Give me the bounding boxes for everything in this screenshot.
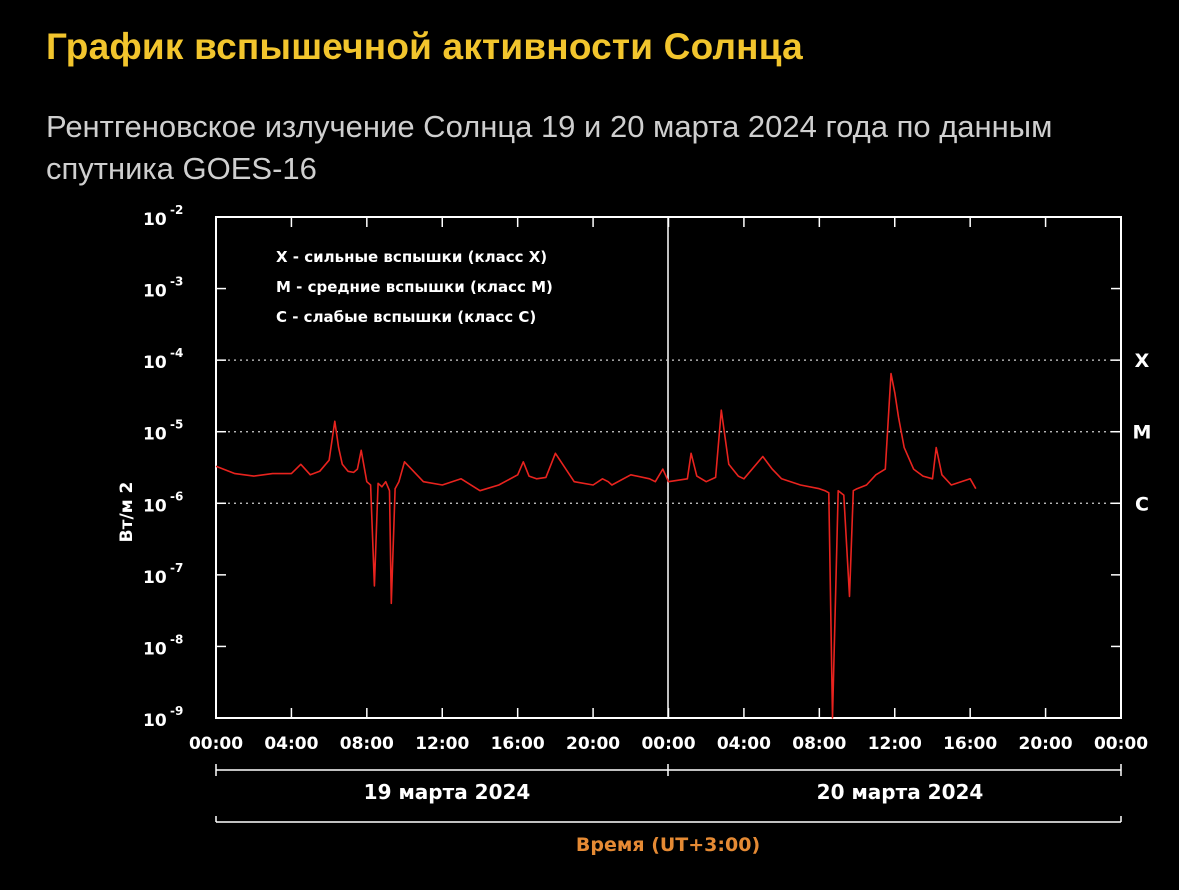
x-tick-label: 00:00 <box>189 734 243 754</box>
flux-series-line <box>215 372 977 719</box>
y-tick-exponent: -8 <box>170 632 183 646</box>
class-gridlines <box>216 359 1121 504</box>
x-axis: 00:00 04:00 08:00 12:00 16:00 20:00 00:00 04:00… <box>189 217 1148 754</box>
legend: X - сильные вспышки (класс X) M - средни… <box>276 248 553 326</box>
page-subtitle: Рентгеновское излучение Солнца 19 и 20 м… <box>46 109 1053 186</box>
y-tick-exponent: -6 <box>170 489 183 503</box>
y-tick-exponent: -5 <box>170 418 183 432</box>
x-tick-label: 12:00 <box>415 734 469 754</box>
y-axis: 10-210-310-410-510-610-710-810-9 <box>143 203 1121 731</box>
y-tick-label: 10 <box>143 639 167 659</box>
y-tick-exponent: -3 <box>170 275 183 289</box>
y-tick-label: 10 <box>143 711 167 731</box>
x-tick-label: 12:00 <box>868 734 922 754</box>
x-tick-label: 00:00 <box>641 734 695 754</box>
y-tick-exponent: -4 <box>170 346 183 360</box>
class-label: X <box>1135 350 1150 372</box>
legend-item-c: C - слабые вспышки (класс C) <box>276 308 536 326</box>
x-tick-label: 20:00 <box>1019 734 1073 754</box>
y-axis-label: Вт/м 2 <box>117 482 137 543</box>
y-tick-label: 10 <box>143 282 167 302</box>
y-tick-exponent: -7 <box>170 561 183 575</box>
y-tick-label: 10 <box>143 568 167 588</box>
class-label: M <box>1133 422 1152 444</box>
x-axis-label: Время (UT+3:00) <box>576 834 760 856</box>
day-label-20: 20 марта 2024 <box>817 780 984 804</box>
y-tick-label: 10 <box>143 210 167 230</box>
x-tick-label: 04:00 <box>717 734 771 754</box>
x-tick-label: 16:00 <box>491 734 545 754</box>
x-tick-label: 00:00 <box>1094 734 1148 754</box>
x-tick-label: 16:00 <box>943 734 997 754</box>
legend-item-x: X - сильные вспышки (класс X) <box>276 248 547 266</box>
class-labels: X M C <box>1133 350 1152 515</box>
page-title: График вспышечной активности Солнца <box>46 26 803 67</box>
y-tick-exponent: -9 <box>170 704 183 718</box>
y-tick-exponent: -2 <box>170 203 183 217</box>
x-tick-label: 08:00 <box>340 734 394 754</box>
y-tick-label: 10 <box>143 496 167 516</box>
class-label: C <box>1135 493 1149 515</box>
x-tick-label: 20:00 <box>566 734 620 754</box>
y-tick-label: 10 <box>143 425 167 445</box>
x-tick-label: 08:00 <box>792 734 846 754</box>
y-tick-label: 10 <box>143 353 167 373</box>
legend-item-m: M - средние вспышки (класс M) <box>276 278 553 296</box>
x-tick-label: 04:00 <box>264 734 318 754</box>
day-label-19: 19 марта 2024 <box>364 780 531 804</box>
day-bracket <box>215 764 1122 823</box>
